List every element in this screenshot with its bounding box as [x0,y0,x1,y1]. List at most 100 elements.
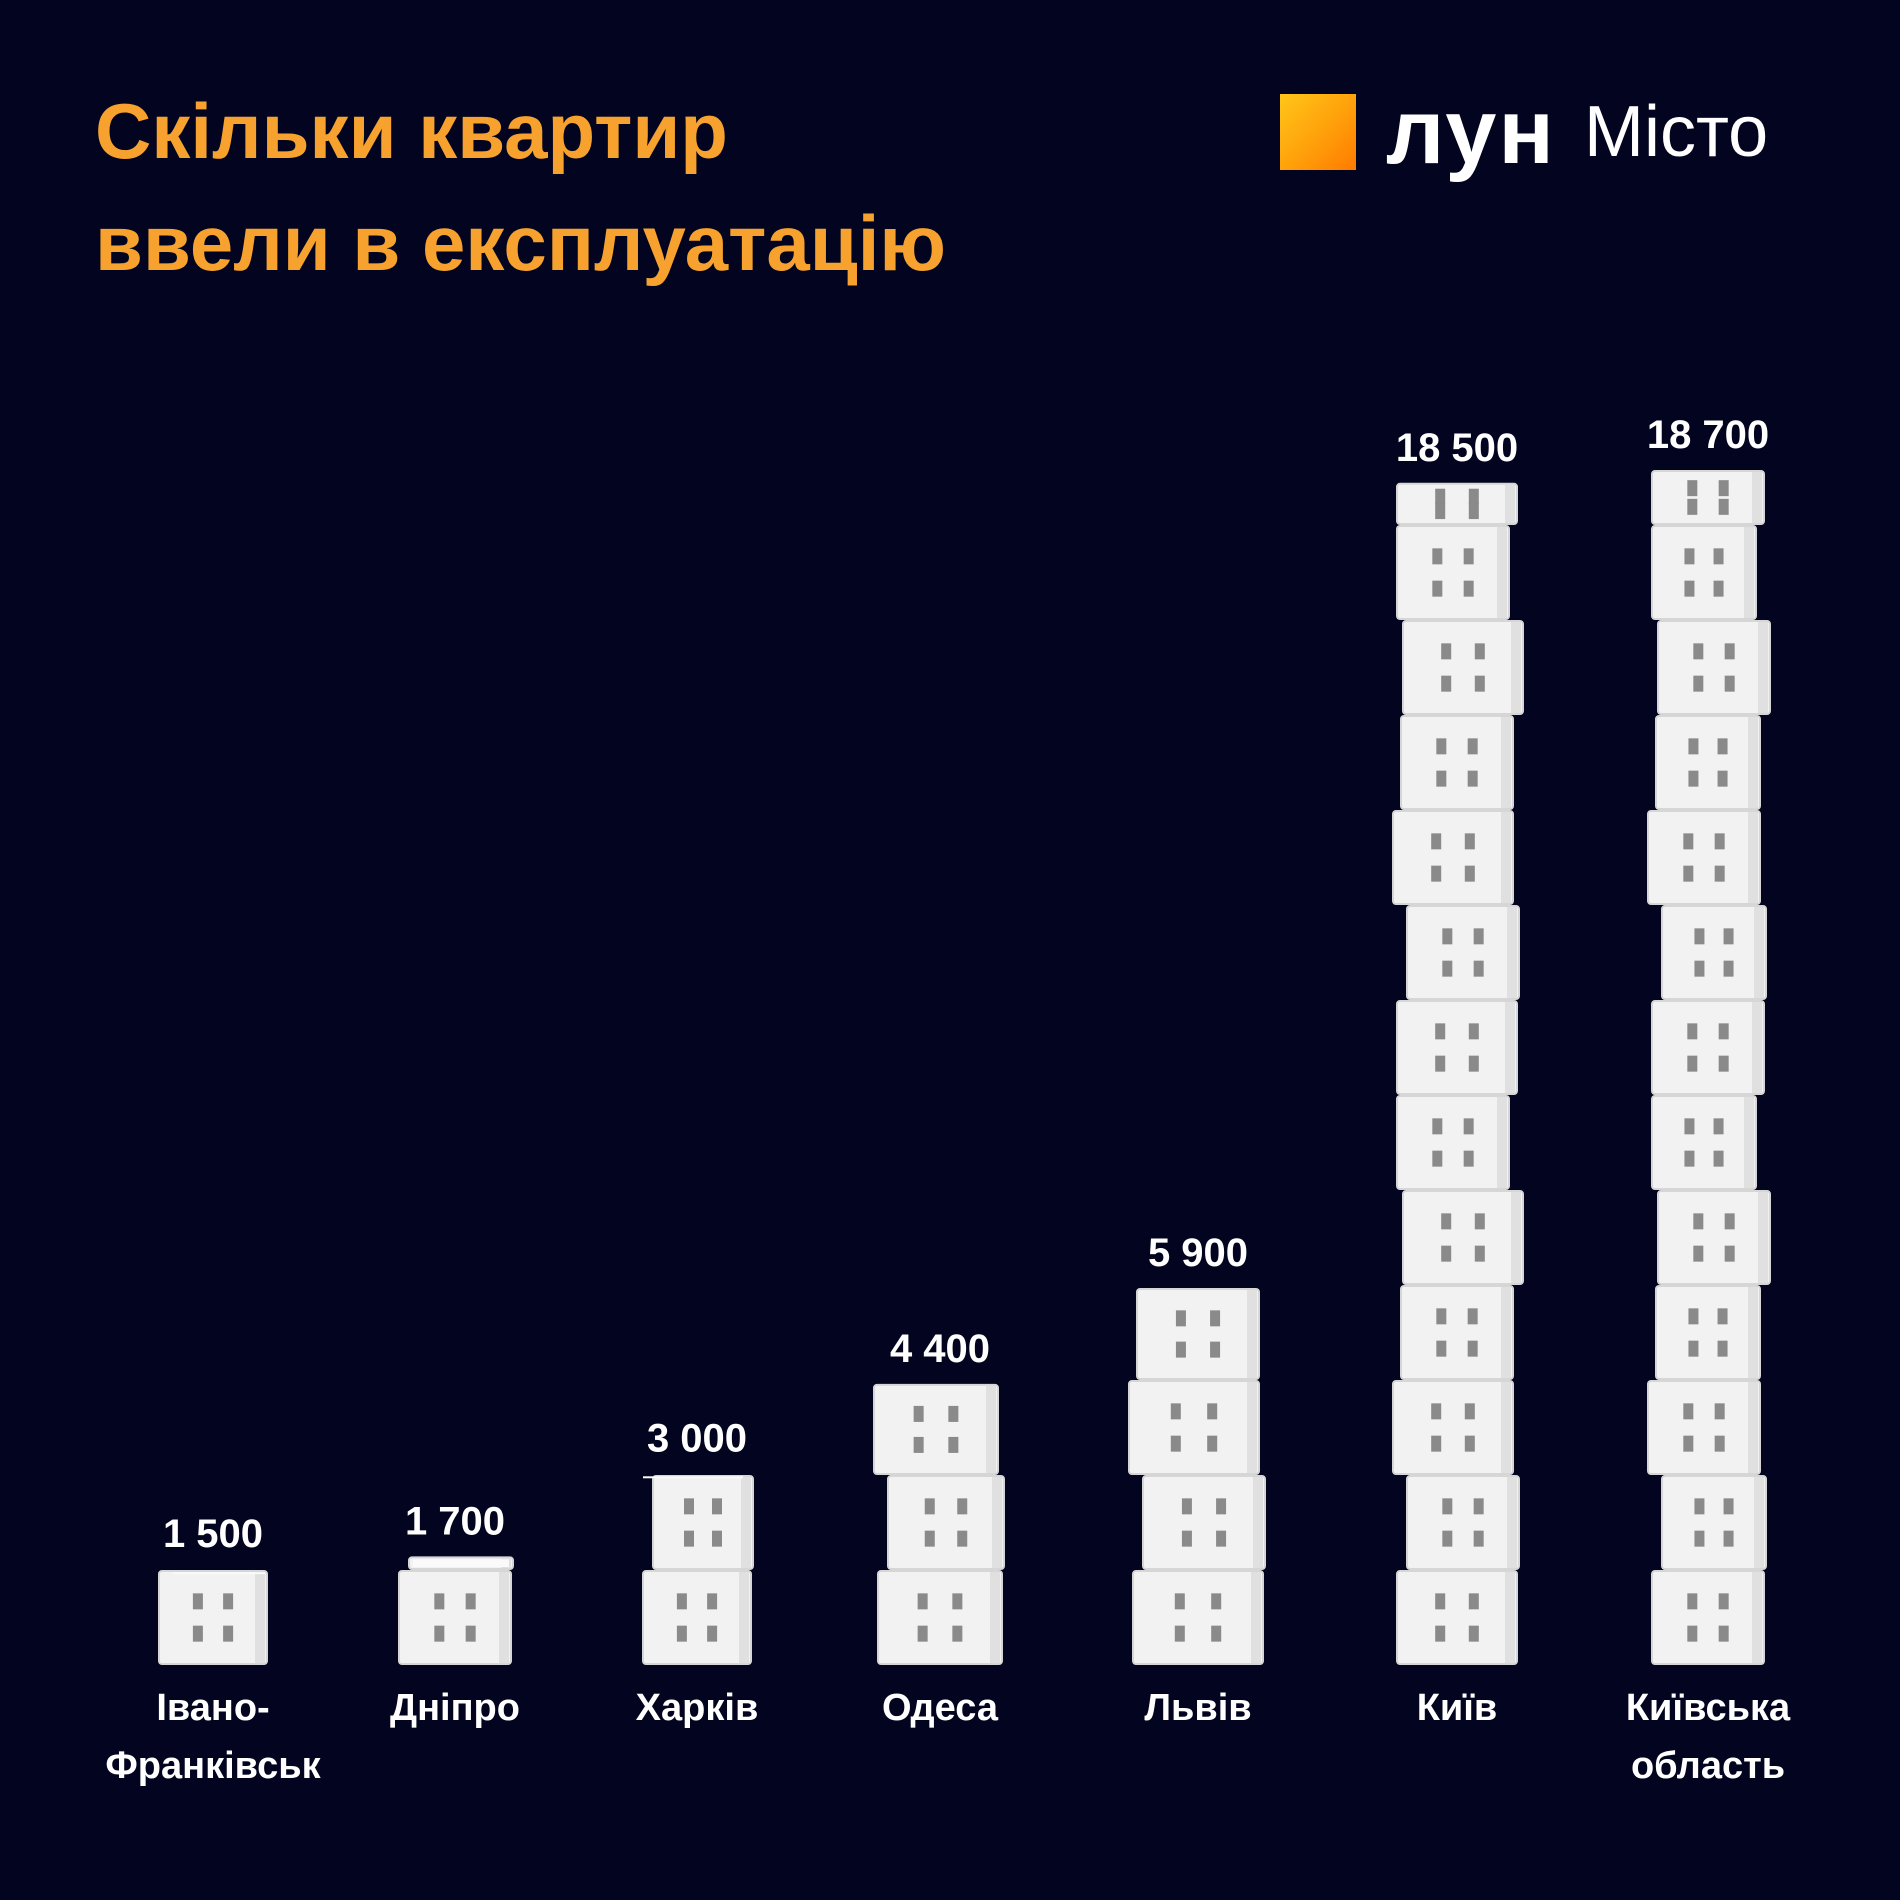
category-label: область [1631,1745,1785,1787]
window [1687,1625,1698,1642]
title-line-1: Скільки квартир [95,87,728,175]
window [1441,1245,1452,1262]
window [1717,1340,1728,1357]
window [1474,1213,1485,1230]
window [1175,1310,1186,1327]
window [1436,738,1447,755]
window [913,1405,924,1422]
bar-tower [642,1475,754,1665]
value-label: 18 700 [1647,413,1769,457]
window [1713,580,1724,597]
window [1687,1055,1698,1072]
building-block [1400,715,1514,810]
window [952,1593,963,1610]
building-block [873,1383,999,1475]
value-label: 18 500 [1396,426,1518,470]
logo-sub-text: Місто [1583,92,1769,172]
window [1724,675,1735,692]
category-label: Київ [1417,1687,1498,1729]
window [1688,770,1699,787]
window [1216,1498,1227,1515]
building-block [398,1570,512,1665]
window [1473,1530,1484,1547]
building-block [1406,905,1520,1000]
block-side-shade [1501,1287,1511,1378]
building-block [1657,620,1771,715]
window [1441,675,1452,692]
building-block [1651,470,1765,525]
window [712,1530,722,1547]
window [1432,1118,1443,1135]
window [1464,865,1475,882]
window [1216,1530,1227,1547]
window [1435,1023,1446,1040]
window [1442,1530,1453,1547]
window [1724,1213,1735,1230]
window [1442,1498,1453,1515]
window [465,1593,476,1610]
window [1713,1118,1724,1135]
window [1683,833,1694,850]
value-label: 1 700 [405,1499,505,1543]
window [707,1625,718,1642]
window [1174,1593,1185,1610]
building-block [1651,1095,1757,1190]
window [1684,1150,1695,1167]
category-label: Харків [636,1687,759,1729]
window [1684,1118,1695,1135]
window [1170,1435,1181,1452]
window [192,1593,203,1610]
window [1474,1245,1485,1262]
window [1473,928,1484,945]
window [917,1625,928,1642]
block-side-shade [1501,717,1511,808]
building-block [1396,482,1518,526]
window [1442,928,1453,945]
window [1464,1403,1475,1420]
window [1435,1055,1446,1072]
window [1684,580,1695,597]
logo-brand-text: лун [1386,81,1556,183]
building-block [1396,525,1510,620]
window [1432,580,1443,597]
window [1688,1308,1699,1325]
window [1170,1403,1181,1420]
window [1718,1593,1729,1610]
value-label: 1 500 [163,1512,263,1556]
building-block [1661,1475,1767,1570]
block-side-shade [1752,472,1762,523]
building-block [1400,1285,1514,1380]
window [1211,1593,1222,1610]
window [1717,770,1728,787]
window [1723,960,1734,977]
window [1435,1625,1446,1642]
block-side-shade [1505,1572,1515,1663]
block-side-shade [499,1572,509,1663]
category-label: Дніпро [390,1687,520,1729]
window [957,1530,968,1547]
orange-square-icon [1280,94,1356,170]
window [1435,1593,1446,1610]
window [1467,770,1478,787]
building-block [158,1570,268,1665]
window [1210,1341,1221,1358]
window [1468,1055,1479,1072]
window [1688,1340,1699,1357]
category-label: Львів [1144,1687,1251,1729]
building-block [1655,715,1761,810]
block-side-shade [1511,1192,1521,1283]
window [948,1436,959,1453]
building-block [1392,1380,1514,1475]
bar-tower [873,1383,1005,1665]
window [1464,833,1475,850]
building-block [1661,905,1767,1000]
block-side-shade [990,1572,1000,1663]
block-side-shade [1253,1477,1263,1568]
block-side-shade [1752,1572,1762,1663]
window [948,1405,959,1422]
window [1431,865,1442,882]
block-side-shade [992,1477,1002,1568]
window [1714,833,1725,850]
window [1693,1245,1704,1262]
bar-tower [1392,482,1524,1665]
